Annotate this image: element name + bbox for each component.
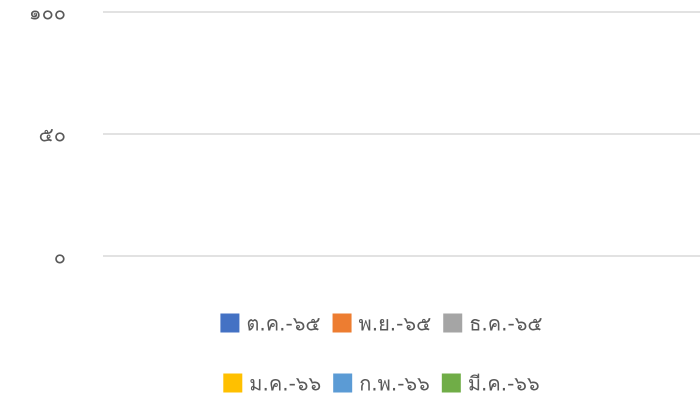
legend-swatch [332,313,352,333]
legend-label: ธ.ค.-๖๕ [469,312,542,336]
legend-label: ก.พ.-๖๖ [359,372,430,396]
legend-swatch [220,313,240,333]
legend-label: ม.ค.-๖๖ [249,372,321,396]
y-tick-label: ๑๐๐ [29,1,66,25]
legend-label: มี.ค.-๖๖ [468,372,540,396]
y-tick-label: ๐ [54,245,66,269]
legend-swatch [333,373,353,393]
legend-swatch [443,313,463,333]
legend-swatch [441,373,461,393]
y-tick-label: ๕๐ [39,123,66,147]
legend-label: พ.ย.-๖๕ [359,312,432,336]
legend-swatch [223,373,243,393]
legend-label: ต.ค.-๖๕ [246,312,320,336]
